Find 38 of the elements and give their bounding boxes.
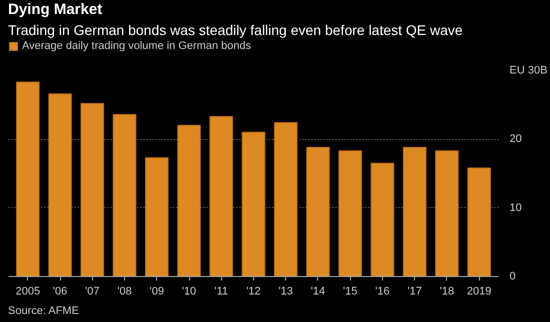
x-tick-label: 2019 — [466, 286, 492, 298]
x-tick-label: '09 — [150, 286, 164, 298]
x-tick-label: '14 — [310, 286, 326, 298]
bar — [112, 114, 136, 276]
bar — [370, 162, 394, 276]
source-note: Source: AFME — [8, 304, 79, 319]
legend-label: Average daily trading volume in German bonds — [22, 40, 252, 52]
x-tick-label: '17 — [408, 286, 422, 298]
bar — [242, 132, 266, 276]
x-tick-label: 2005 — [16, 286, 40, 298]
chart-subtitle: Trading in German bonds was steadily falling even before latest QE wave — [8, 21, 463, 40]
x-tick-label: '11 — [214, 286, 228, 298]
bar — [145, 157, 169, 276]
x-tick-label: '15 — [343, 286, 358, 298]
chart-title: Dying Market — [8, 0, 102, 20]
bar — [16, 82, 40, 276]
y-tick-label: 0 — [510, 270, 516, 282]
y-tick-label: EU 30B — [510, 64, 548, 76]
bar — [209, 116, 234, 276]
x-tick-label: '12 — [246, 286, 261, 298]
x-tick-label: '06 — [52, 286, 68, 298]
y-tick-label: 20 — [510, 133, 522, 146]
x-tick-label: '07 — [85, 286, 100, 298]
x-tick-label: '16 — [375, 286, 390, 298]
x-tick-label: '10 — [182, 286, 196, 298]
x-tick-label: '18 — [440, 286, 454, 298]
bar — [435, 150, 459, 276]
bar — [338, 150, 362, 276]
bar — [402, 146, 426, 276]
bar — [467, 168, 491, 276]
bar — [274, 122, 298, 276]
x-tick-label: '08 — [117, 286, 132, 298]
bar — [306, 146, 330, 276]
bar — [48, 93, 72, 276]
bar — [80, 102, 104, 276]
y-tick-label: 10 — [510, 202, 522, 214]
x-tick-label: '13 — [278, 286, 293, 298]
bar — [177, 124, 201, 276]
